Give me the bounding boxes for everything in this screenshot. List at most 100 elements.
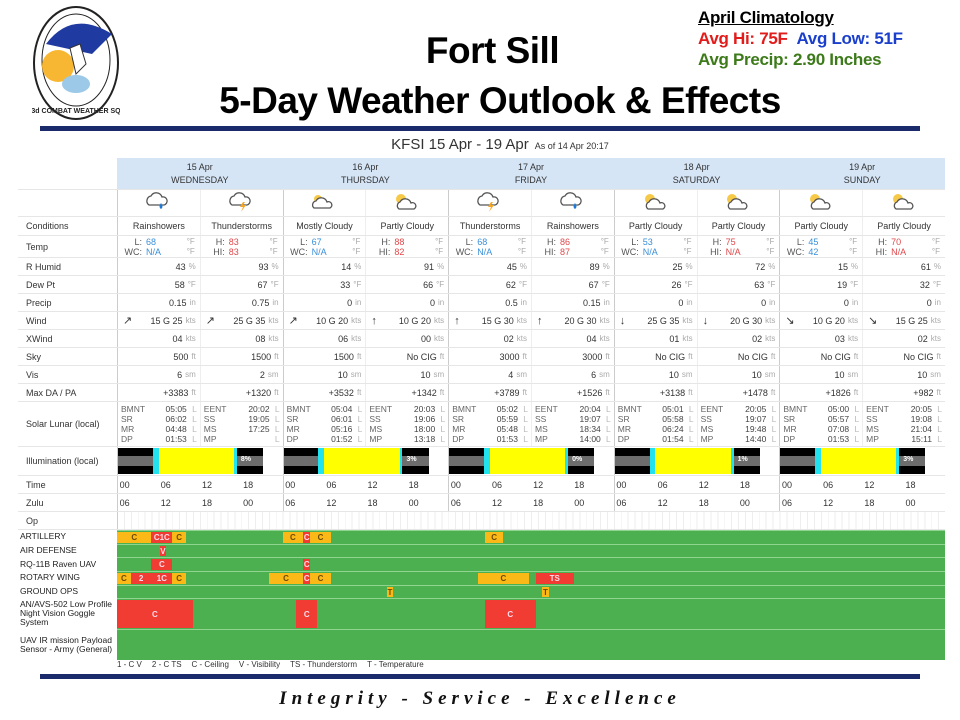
legend-item: T - Temperature xyxy=(367,660,424,669)
solar-time: 05:02 xyxy=(496,404,518,414)
forecast-table: 15 Apr WEDNESDAY 16 Apr THURSDAY 17 Apr FRIDA… xyxy=(18,158,945,661)
solar-unit: L xyxy=(937,404,942,414)
twilight-segment xyxy=(399,448,403,474)
solar-line: SS 19:05 L xyxy=(204,414,280,424)
weather-icon-cell xyxy=(448,190,531,216)
illumination-bar: 3% xyxy=(283,448,429,474)
da-value: +3789 xyxy=(494,387,520,398)
icon-row xyxy=(18,190,945,217)
solar-row: Solar Lunar (local) BMNT 05:05 L SR 06:02 L MR 0… xyxy=(18,402,945,447)
zulu-tick: 18 xyxy=(201,498,212,508)
vis-unit: sm xyxy=(599,370,610,379)
zulu-tick: 06 xyxy=(285,498,296,508)
solar-time: 21:04 xyxy=(910,424,932,434)
xwind-unit: kts xyxy=(682,334,693,343)
da-cell: +3532 ft xyxy=(282,384,366,401)
temp-unit: °F xyxy=(517,236,526,246)
temp-value: 45 xyxy=(808,236,819,247)
page-title: Fort Sill xyxy=(425,30,560,71)
temp-value: 68 xyxy=(146,236,157,247)
solar-line: EENT 20:04 L xyxy=(535,404,611,414)
dew-unit: °F xyxy=(270,280,279,289)
op-impact-row: GROUND OPS T T xyxy=(18,584,945,599)
header-divider xyxy=(40,126,920,131)
solar-event: SR xyxy=(121,414,133,424)
solar-time: 05:58 xyxy=(662,414,684,424)
da-cell: +1320 ft xyxy=(199,384,283,401)
solar-unit: L xyxy=(274,424,280,434)
solar-line: SS 19:07 L xyxy=(535,414,611,424)
precip-value: 0.75 xyxy=(251,297,270,308)
dew-unit: °F xyxy=(187,280,196,289)
solar-line: MP 15:11 L xyxy=(866,434,942,444)
precip-unit: in xyxy=(355,298,362,307)
op-name: ARTILLERY xyxy=(20,531,66,542)
marginal-impact: T xyxy=(542,586,549,598)
op-name: GROUND OPS xyxy=(20,586,79,597)
condition-cell: Partly Cloudy xyxy=(613,217,697,235)
condition-cell: Thunderstorms xyxy=(448,217,531,235)
zulu-tick: 06 xyxy=(119,498,130,508)
solar-event: BMNT xyxy=(452,404,477,414)
rh-unit: % xyxy=(685,262,693,271)
solar-cell: EENT 20:04 L SS 19:07 L MS 18:34 L MP 14:00 L xyxy=(530,402,614,446)
hour-grid xyxy=(117,512,945,529)
illumination-row: Illumination (local) 8% 3% 0% 1% 3% xyxy=(18,447,945,476)
marginal-impact: T xyxy=(386,586,393,598)
sky-row: Sky 500 ft 1500 ft 1500 ft No CIG ft 3000 ft 3000 ft… xyxy=(18,348,945,366)
weather-icon-cell xyxy=(117,190,200,216)
twilight-segment xyxy=(152,448,159,474)
dew-cell: 63 °F xyxy=(696,276,780,293)
time-tick: 00 xyxy=(285,480,296,490)
rh-value: 43 xyxy=(175,261,186,272)
condition-cell: Mostly Cloudy xyxy=(282,217,366,235)
rain-showers-icon xyxy=(143,191,171,215)
solar-line: DP 01:54 L xyxy=(618,434,694,444)
day-header: 16 Apr THURSDAY xyxy=(282,158,449,189)
zulu-day-cell: 06 12 18 00 xyxy=(117,494,283,511)
solar-unit: L xyxy=(854,404,860,414)
xwind-value: 04 xyxy=(172,333,183,344)
precip-value: 0.5 xyxy=(505,297,518,308)
sky-cell: 1500 ft xyxy=(199,348,283,365)
sky-unit: ft xyxy=(522,352,527,361)
solar-unit: L xyxy=(274,414,280,424)
no-go-impact: 1C xyxy=(151,573,173,584)
temp-key: H: xyxy=(546,236,556,247)
wind-unit: kts xyxy=(433,316,445,325)
solar-event: EENT xyxy=(534,404,558,414)
weather-icon-cell xyxy=(199,190,283,216)
illumination-percent: 3% xyxy=(903,456,914,463)
xwind-unit: kts xyxy=(847,334,859,343)
thunderstorm-icon xyxy=(474,191,502,215)
wind-unit: kts xyxy=(599,316,610,325)
zulu-tick: 00 xyxy=(905,498,916,508)
legend: 1 - C V 2 - C TS C - Ceiling V - Visibility… xyxy=(117,660,424,669)
solar-time xyxy=(234,434,270,444)
wind-value: 15 G 25 xyxy=(895,315,928,326)
solar-line: BMNT 05:05 L xyxy=(121,404,197,414)
da-unit: ft xyxy=(936,388,941,397)
illumination-label: Illumination (local) xyxy=(26,456,99,466)
rh-cell: 14% xyxy=(282,258,366,275)
temp-value: N/A xyxy=(477,246,493,257)
temp-cell: H: 70 °F HI: N/A °F xyxy=(862,236,945,257)
marginal-impact: C xyxy=(484,532,504,543)
solar-line: DP 01:53 L xyxy=(452,434,528,444)
wind-unit: kts xyxy=(185,316,196,325)
zulu-tick: 00 xyxy=(408,498,419,508)
precip-row: Precip 0.15 in 0.75 in 0 in 0 in 0.5 in 0.15 in 0 in 0 i… xyxy=(18,294,945,312)
zulu-tick: 12 xyxy=(491,498,502,508)
solar-event: MP xyxy=(700,434,714,444)
solar-event: MP xyxy=(203,434,217,444)
no-go-impact: C xyxy=(303,573,311,584)
solar-event: MR xyxy=(452,424,466,434)
rh-row: R Humid 43% 93% 14% 91% 45% 89% 25% 72% 15% 61% xyxy=(18,258,945,276)
temp-value: 67 xyxy=(311,236,322,247)
solar-event: SS xyxy=(534,414,547,424)
solar-unit: L xyxy=(440,434,446,444)
solar-line: MP 14:40 L xyxy=(701,434,777,444)
rh-value: 61 xyxy=(920,261,931,272)
temp-line: HI: N/A °F xyxy=(867,247,940,257)
